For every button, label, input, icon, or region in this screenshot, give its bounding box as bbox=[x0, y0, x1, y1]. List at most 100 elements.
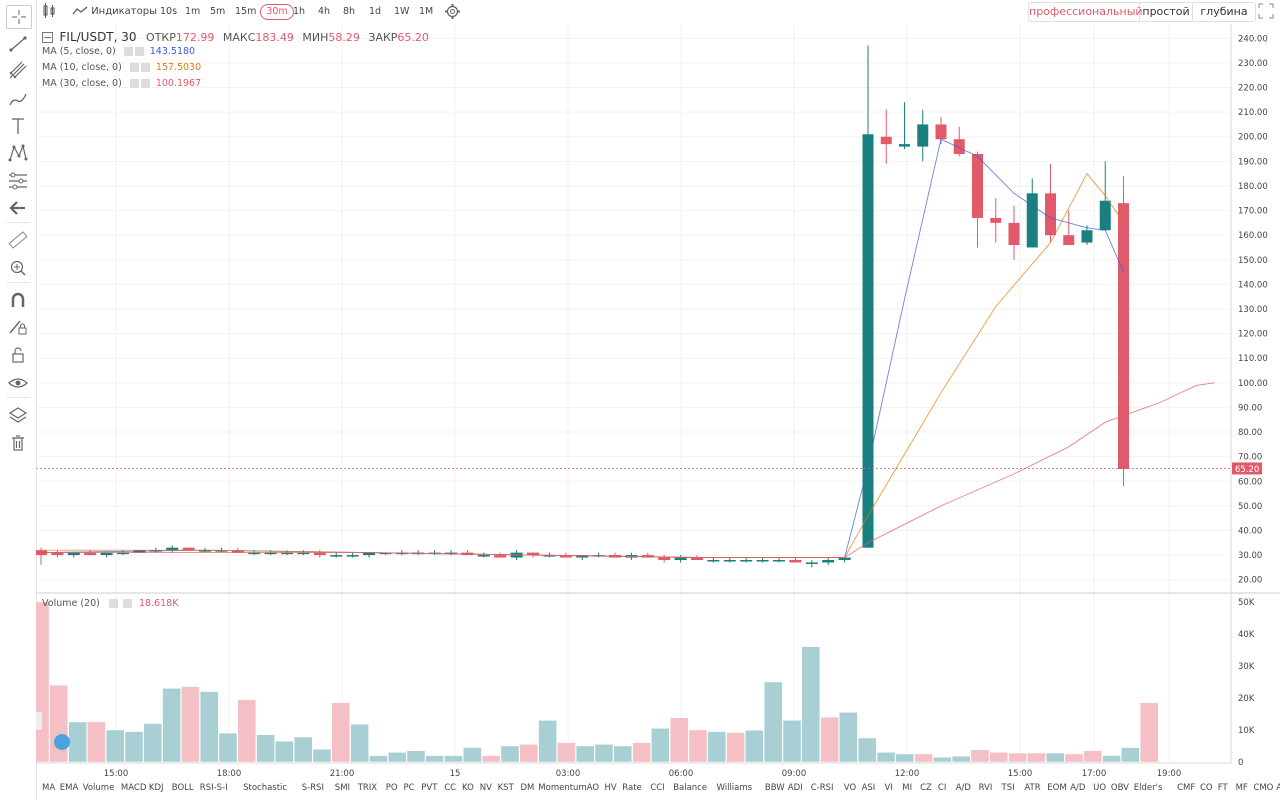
unlock-icon[interactable] bbox=[6, 344, 30, 366]
indicator-tab[interactable]: TSI bbox=[1001, 783, 1015, 793]
mode-depth[interactable]: глубина bbox=[1200, 5, 1248, 18]
indicator-tab[interactable]: CC bbox=[444, 783, 457, 793]
volume-remove-icon[interactable] bbox=[122, 599, 132, 608]
indicator-tab[interactable]: CMO bbox=[1253, 783, 1274, 793]
indicator-tab[interactable]: CMF bbox=[1177, 783, 1196, 793]
timeframe-10s[interactable]: 10s bbox=[160, 6, 178, 17]
layers-icon[interactable] bbox=[6, 404, 30, 426]
trend-line-icon[interactable] bbox=[6, 33, 30, 55]
timeframe-30m[interactable]: 30m bbox=[260, 4, 294, 20]
mode-professional[interactable]: профессиональный bbox=[1029, 3, 1143, 21]
indicator-tab[interactable]: CCI bbox=[650, 783, 665, 793]
volume-tick-label: 50K bbox=[1238, 598, 1255, 608]
indicator-tab[interactable]: MI bbox=[902, 783, 913, 793]
lock-drawings-icon[interactable] bbox=[6, 316, 30, 338]
arrow-left-icon[interactable] bbox=[6, 197, 30, 219]
indicator-tab[interactable]: ATR bbox=[1024, 783, 1041, 793]
indicator-tab[interactable]: MF bbox=[1235, 783, 1248, 793]
indicator-tab[interactable]: VI bbox=[884, 783, 893, 793]
trash-icon[interactable] bbox=[6, 432, 30, 454]
zoom-in-icon[interactable] bbox=[6, 257, 30, 279]
indicator-tab[interactable]: SMI bbox=[334, 783, 351, 793]
volume-settings-icon[interactable] bbox=[108, 599, 118, 608]
indicator-tab[interactable]: CI bbox=[937, 783, 947, 793]
indicator-tab[interactable]: HV bbox=[604, 783, 617, 793]
ruler-icon[interactable] bbox=[6, 229, 30, 251]
indicator-tab[interactable]: Aroon bbox=[1276, 783, 1280, 793]
timeframe-15m[interactable]: 15m bbox=[235, 6, 257, 17]
indicators-button[interactable]: Индикаторы bbox=[72, 4, 157, 20]
indicator-tab[interactable]: PC bbox=[403, 783, 415, 793]
indicator-tab[interactable]: NV bbox=[479, 783, 492, 793]
indicator-tab[interactable]: C-RSI bbox=[810, 783, 834, 793]
indicator-tab[interactable]: A/D bbox=[1070, 783, 1086, 793]
indicator-tab[interactable]: OBV bbox=[1110, 783, 1129, 793]
timeframe-1M[interactable]: 1M bbox=[419, 6, 434, 17]
text-tool-icon[interactable] bbox=[6, 115, 30, 137]
ma-settings-icon[interactable] bbox=[129, 79, 139, 88]
candle-type-icon[interactable] bbox=[42, 3, 56, 19]
timeframe-1m[interactable]: 1m bbox=[185, 6, 201, 17]
magnet-icon[interactable] bbox=[6, 289, 30, 311]
indicator-tab[interactable]: Williams bbox=[716, 783, 753, 793]
timeframe-1W[interactable]: 1W bbox=[394, 6, 410, 17]
indicator-tab[interactable]: PO bbox=[385, 783, 398, 793]
chart-area[interactable]: 240.00 230.00 220.00 210.00 200.00 190.00 180.… bbox=[36, 24, 1280, 800]
indicator-tab[interactable]: BOLL bbox=[171, 783, 194, 793]
indicator-tab[interactable]: KDJ bbox=[148, 783, 164, 793]
ma-remove-icon[interactable] bbox=[134, 47, 144, 56]
indicator-tab[interactable]: A/D bbox=[955, 783, 971, 793]
indicator-tab[interactable]: Stochastic bbox=[243, 783, 288, 793]
brush-icon[interactable] bbox=[6, 88, 30, 110]
indicator-tab[interactable]: ADI bbox=[787, 783, 803, 793]
ma-remove-icon[interactable] bbox=[140, 79, 150, 88]
timeframe-8h[interactable]: 8h bbox=[343, 6, 356, 17]
ma-value: 100.1967 bbox=[155, 78, 202, 89]
pattern-icon[interactable] bbox=[6, 142, 30, 164]
pitchfork-icon[interactable] bbox=[6, 60, 30, 82]
ma-settings-icon[interactable] bbox=[123, 47, 133, 56]
indicator-tab[interactable]: FT bbox=[1217, 783, 1228, 793]
indicator-tab[interactable]: Rate bbox=[622, 783, 642, 793]
candle-up bbox=[862, 134, 874, 548]
crosshair-icon[interactable] bbox=[6, 5, 32, 29]
indicator-tab[interactable]: S-RSI bbox=[301, 783, 324, 793]
mode-simple[interactable]: простой bbox=[1140, 3, 1193, 21]
collapse-pane-handle[interactable] bbox=[36, 712, 42, 730]
timeframe-1h[interactable]: 1h bbox=[293, 6, 306, 17]
timeframe-4h[interactable]: 4h bbox=[318, 6, 331, 17]
timeframe-5m[interactable]: 5m bbox=[210, 6, 226, 17]
indicator-tab[interactable]: KST bbox=[497, 783, 514, 793]
indicator-tab[interactable]: Volume bbox=[82, 783, 115, 793]
indicator-tab[interactable]: UO bbox=[1093, 783, 1107, 793]
collapse-icon[interactable] bbox=[42, 31, 53, 43]
candle-up bbox=[477, 555, 490, 557]
eye-icon[interactable] bbox=[6, 372, 30, 394]
ma-settings-icon[interactable] bbox=[129, 63, 139, 72]
indicator-tab[interactable]: RVI bbox=[978, 783, 993, 793]
ma-remove-icon[interactable] bbox=[140, 63, 150, 72]
indicator-tab[interactable]: BBW bbox=[764, 783, 785, 793]
fib-tool-icon[interactable] bbox=[6, 170, 30, 192]
indicator-tab[interactable]: RSI-S-I bbox=[199, 783, 228, 793]
settings-gear-icon[interactable] bbox=[444, 3, 461, 19]
indicator-tab[interactable]: PVT bbox=[421, 783, 438, 793]
indicator-tab[interactable]: Momentum bbox=[538, 783, 587, 793]
indicator-tab[interactable]: ASI bbox=[861, 783, 876, 793]
indicator-tab[interactable]: KO bbox=[462, 783, 474, 793]
indicator-tab[interactable]: MACD bbox=[120, 783, 147, 793]
indicator-tab[interactable]: DM bbox=[520, 783, 535, 793]
indicator-tab[interactable]: VO bbox=[843, 783, 857, 793]
indicator-tab[interactable]: EMA bbox=[59, 783, 79, 793]
indicator-tab[interactable]: EOM bbox=[1047, 783, 1067, 793]
indicator-tab[interactable]: TRIX bbox=[357, 783, 378, 793]
fullscreen-icon[interactable] bbox=[1258, 3, 1274, 19]
timeframe-1d[interactable]: 1d bbox=[369, 6, 382, 17]
indicator-tab[interactable]: Elder's bbox=[1133, 783, 1163, 793]
indicator-tab[interactable]: AO bbox=[586, 783, 600, 793]
price-chart[interactable]: 240.00 230.00 220.00 210.00 200.00 190.00 180.… bbox=[36, 24, 1280, 780]
indicator-tab[interactable]: CO bbox=[1200, 783, 1213, 793]
indicator-tab[interactable]: CZ bbox=[920, 783, 932, 793]
indicator-tab[interactable]: MA bbox=[42, 783, 56, 793]
indicator-tab[interactable]: Balance bbox=[673, 783, 708, 793]
